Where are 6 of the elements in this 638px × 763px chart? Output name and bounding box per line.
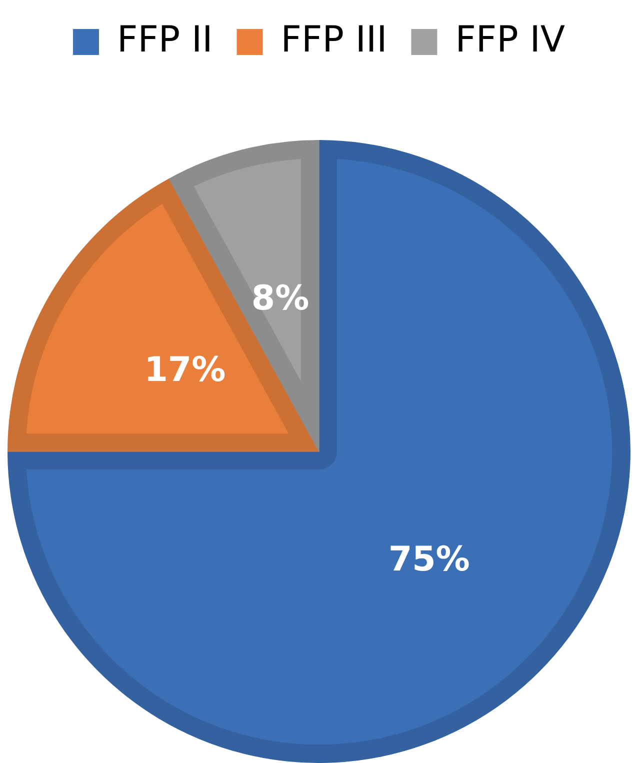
legend-label: FFP III — [280, 19, 388, 60]
legend-label: FFP II — [116, 19, 213, 60]
data-label: 75% — [388, 539, 470, 580]
legend-label: FFP IV — [455, 19, 566, 60]
data-label: 17% — [144, 350, 226, 390]
data-label: 8% — [251, 278, 310, 318]
